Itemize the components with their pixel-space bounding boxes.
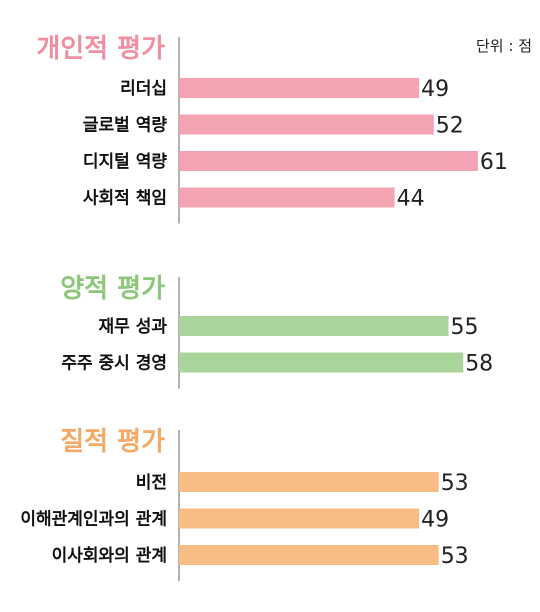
bar-주주-중시-경영: [179, 352, 464, 373]
bar-이해관계인과의-관계: [179, 508, 420, 529]
bar-글로벌-역량: [179, 114, 434, 135]
category-label-사회적-책임: 사회적 책임: [83, 188, 167, 209]
bar-리더십: [179, 78, 420, 98]
unit-label: 단위 : 점: [476, 37, 532, 55]
bar-디지털-역량: [179, 151, 478, 171]
bar-이사회와의-관계: [179, 545, 439, 565]
bar-재무-성과: [179, 316, 449, 336]
value-label-디지털-역량: 61: [480, 150, 508, 175]
category-label-디지털-역량: 디지털 역량: [83, 152, 167, 172]
value-label-재무-성과: 55: [451, 315, 479, 340]
value-label-비전: 53: [441, 471, 469, 496]
value-label-글로벌-역량: 52: [436, 114, 464, 139]
section-title: 질적 평가: [60, 427, 165, 457]
section-title: 양적 평가: [60, 274, 165, 304]
category-label-이사회와의-관계: 이사회와의 관계: [52, 546, 167, 566]
category-label-글로벌-역량: 글로벌 역량: [83, 116, 167, 136]
bar-비전: [179, 472, 439, 492]
category-label-비전: 비전: [136, 473, 167, 493]
section-title: 개인적 평가: [36, 34, 165, 64]
category-label-리더십: 리더십: [120, 79, 167, 99]
bar-사회적-책임: [179, 187, 395, 208]
value-label-리더십: 49: [421, 77, 449, 102]
category-label-주주-중시-경영: 주주 중시 경영: [61, 354, 167, 374]
value-label-사회적-책임: 44: [397, 187, 425, 212]
category-label-이해관계인과의-관계: 이해관계인과의 관계: [20, 510, 167, 530]
category-label-재무-성과: 재무 성과: [99, 317, 168, 337]
value-label-이해관계인과의-관계: 49: [421, 508, 449, 533]
value-label-주주-중시-경영: 58: [465, 352, 493, 377]
value-label-이사회와의-관계: 53: [441, 544, 469, 569]
